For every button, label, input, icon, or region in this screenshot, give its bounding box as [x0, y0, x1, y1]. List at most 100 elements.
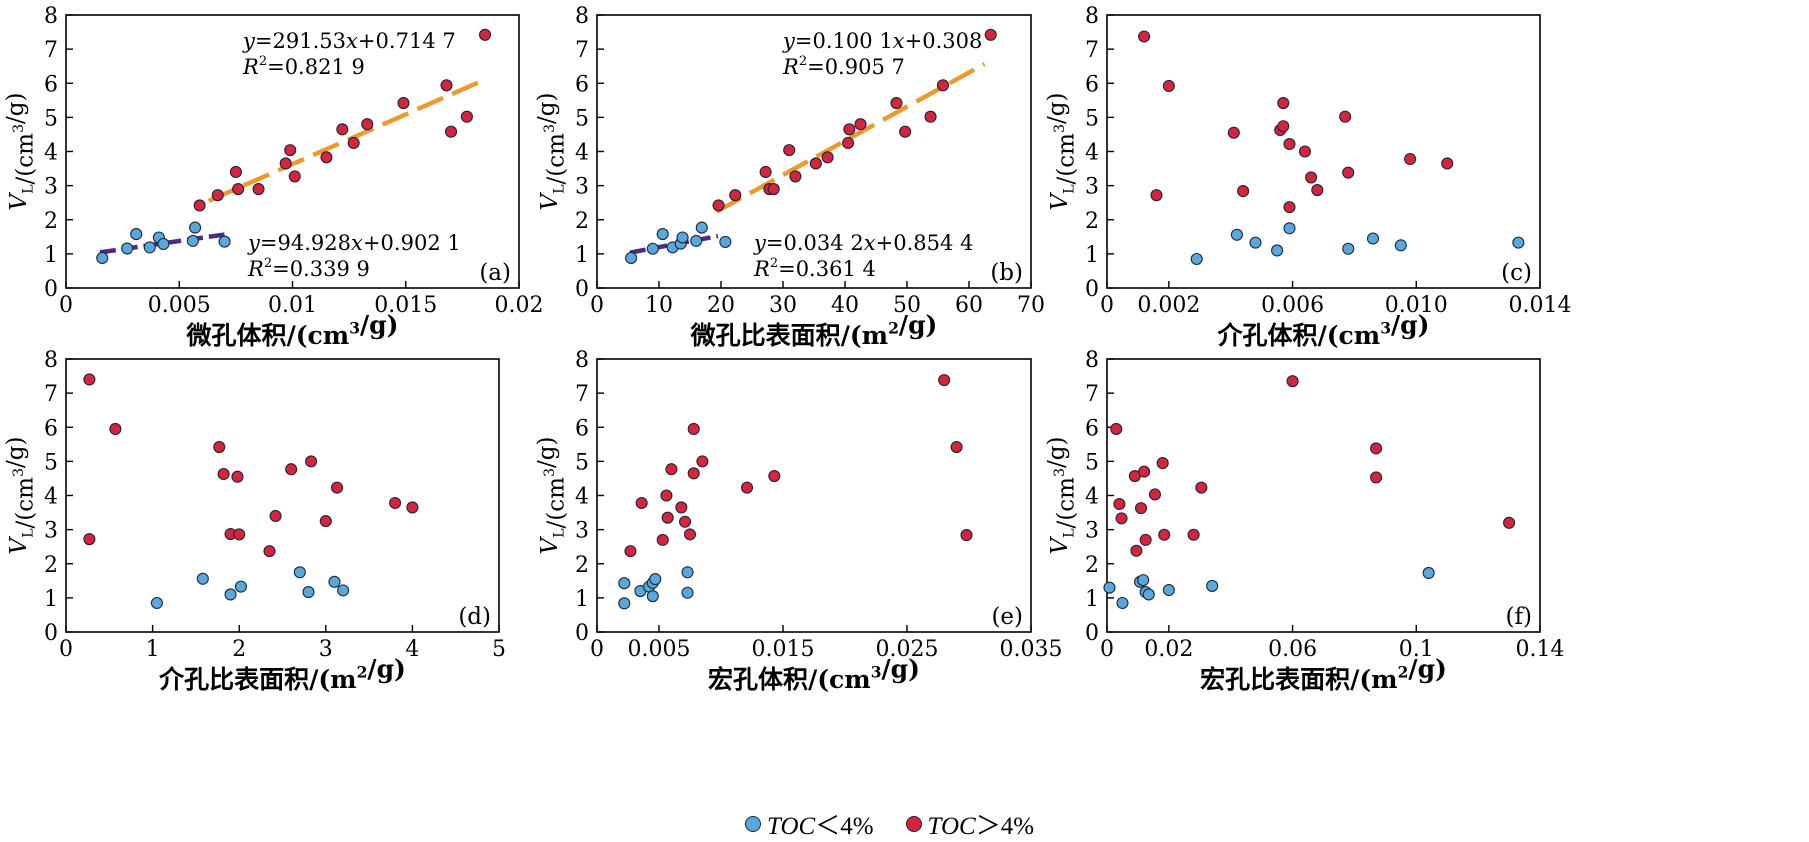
- x-axis-label: 宏孔体积/(cm3/g): [708, 655, 920, 695]
- data-point-high: [269, 509, 282, 523]
- data-point-high: [624, 545, 637, 558]
- data-point-high: [1148, 488, 1161, 501]
- x-tick-label: 0.015: [752, 637, 815, 662]
- y-tick-label: 2: [1085, 209, 1099, 234]
- data-point-high: [687, 467, 700, 480]
- data-point-low: [1512, 236, 1525, 249]
- x-tick-label: 50: [893, 293, 921, 318]
- x-tick-label: 2: [232, 637, 246, 662]
- data-point-low: [337, 584, 350, 597]
- data-point-high: [1441, 157, 1454, 170]
- x-axis-label: 宏孔比表面积/(m2/g): [1200, 655, 1447, 695]
- data-point-high: [1110, 422, 1123, 436]
- y-tick-label: 4: [1085, 485, 1099, 510]
- data-point-low: [196, 572, 209, 585]
- data-point-low: [719, 235, 732, 248]
- x-tick-label: 40: [831, 293, 859, 318]
- y-tick-label: 4: [44, 485, 58, 510]
- x-tick-label: 0.02: [495, 293, 544, 318]
- data-point-low: [656, 228, 669, 241]
- legend: TOC＜4% TOC＞4%: [745, 810, 1034, 840]
- data-point-high: [440, 79, 453, 92]
- data-point-low: [1283, 222, 1296, 235]
- data-point-high: [361, 118, 374, 131]
- fit-line: [207, 77, 486, 203]
- x-axis-label: 介孔体积/(cm3/g): [1217, 311, 1430, 351]
- legend-marker-high: [905, 816, 922, 832]
- data-point-low: [1116, 596, 1129, 610]
- data-point-high: [809, 157, 822, 170]
- data-point-high: [1283, 137, 1296, 151]
- y-tick-label: 7: [1085, 382, 1099, 407]
- x-tick-label: 0: [59, 637, 73, 662]
- data-point-low: [649, 573, 662, 586]
- y-tick-label: 5: [575, 450, 589, 475]
- data-point-high: [842, 136, 855, 150]
- panel-label: (f): [1506, 604, 1532, 630]
- data-point-high: [984, 28, 997, 41]
- x-tick-label: 10: [645, 293, 673, 318]
- x-tick-label: 0: [1100, 637, 1114, 662]
- y-tick-label: 7: [575, 38, 589, 63]
- x-tick-label: 5: [492, 637, 506, 662]
- data-point-low: [646, 590, 659, 603]
- data-point-high: [1305, 171, 1318, 184]
- data-point-high: [1283, 201, 1296, 214]
- data-point-high: [397, 96, 410, 110]
- x-tick-label: 0.005: [628, 637, 691, 662]
- data-point-high: [1195, 481, 1208, 494]
- y-tick-label: 7: [1085, 38, 1099, 63]
- data-point-low: [1422, 566, 1435, 580]
- data-point-high: [783, 144, 796, 157]
- data-point-low: [681, 566, 694, 579]
- y-tick-label: 4: [575, 141, 589, 166]
- data-point-high: [284, 144, 297, 157]
- data-point-high: [854, 118, 867, 131]
- data-point-high: [1404, 152, 1417, 166]
- x-tick-label: 0: [1100, 293, 1114, 318]
- y-tick-label: 8: [575, 348, 589, 373]
- y-axis-label: VL/(cm3/g): [3, 92, 39, 210]
- plot-frame: [1106, 14, 1541, 289]
- data-point-high: [768, 469, 781, 483]
- y-tick-label: 8: [44, 4, 58, 29]
- y-tick-label: 5: [1085, 106, 1099, 131]
- data-point-high: [1237, 185, 1250, 198]
- data-point-high: [389, 496, 402, 510]
- y-tick-label: 0: [1085, 277, 1099, 302]
- y-tick-label: 6: [1085, 72, 1099, 97]
- data-point-high: [211, 189, 224, 202]
- y-tick-label: 4: [44, 141, 58, 166]
- x-tick-label: 3: [319, 637, 333, 662]
- data-point-high: [444, 125, 458, 138]
- data-point-high: [1115, 512, 1128, 525]
- y-tick-label: 7: [44, 382, 58, 407]
- y-tick-label: 4: [575, 485, 589, 510]
- x-tick-label: 0.06: [1268, 637, 1317, 662]
- y-tick-label: 0: [575, 277, 589, 302]
- data-point-high: [767, 182, 780, 196]
- data-point-high: [899, 125, 912, 138]
- fit-r2: R2=0.821 9: [242, 54, 365, 79]
- data-point-low: [646, 242, 659, 255]
- y-axis-label: VL/(cm3/g): [3, 436, 39, 554]
- x-tick-label: 0.005: [148, 293, 211, 318]
- data-point-low: [96, 251, 109, 265]
- data-point-high: [1150, 189, 1163, 202]
- y-tick-label: 3: [575, 175, 589, 200]
- data-point-high: [1277, 96, 1290, 110]
- data-point-high: [1156, 457, 1169, 470]
- data-point-high: [233, 528, 246, 541]
- y-tick-label: 5: [44, 450, 58, 475]
- x-axis-label: 介孔比表面积/(m2/g): [158, 655, 406, 695]
- data-point-high: [229, 165, 242, 179]
- data-point-high: [1187, 528, 1200, 541]
- data-point-low: [302, 586, 315, 599]
- y-tick-label: 2: [44, 209, 58, 234]
- x-tick-label: 0.035: [1000, 637, 1063, 662]
- y-axis-label: VL/(cm3/g): [534, 92, 570, 210]
- y-tick-label: 3: [44, 519, 58, 544]
- data-point-high: [232, 182, 245, 196]
